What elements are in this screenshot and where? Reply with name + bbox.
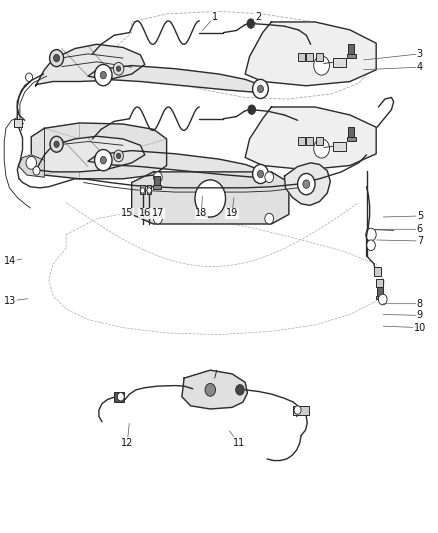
Bar	[297, 137, 304, 146]
Bar	[114, 392, 124, 402]
Polygon shape	[285, 163, 330, 205]
Circle shape	[54, 141, 59, 148]
Circle shape	[294, 406, 301, 414]
Polygon shape	[132, 172, 289, 224]
Bar	[293, 406, 308, 415]
Bar	[306, 137, 313, 146]
Text: 7: 7	[417, 236, 423, 246]
Circle shape	[100, 71, 106, 79]
Circle shape	[95, 150, 112, 171]
Text: 10: 10	[414, 322, 426, 333]
Circle shape	[113, 62, 124, 75]
Text: 4: 4	[417, 62, 423, 72]
Circle shape	[50, 136, 63, 152]
Circle shape	[258, 170, 264, 177]
Circle shape	[265, 172, 274, 182]
Text: 8: 8	[417, 298, 423, 309]
Bar	[348, 44, 354, 56]
Text: 16: 16	[139, 208, 151, 219]
Circle shape	[117, 392, 124, 401]
Bar	[297, 53, 304, 61]
Text: 5: 5	[417, 211, 423, 221]
Circle shape	[117, 66, 121, 71]
Bar	[141, 184, 145, 194]
Polygon shape	[35, 44, 145, 86]
Circle shape	[303, 180, 310, 188]
Circle shape	[49, 50, 64, 67]
Polygon shape	[31, 123, 166, 179]
Polygon shape	[88, 151, 263, 177]
Text: 2: 2	[255, 12, 261, 22]
Polygon shape	[182, 370, 247, 409]
Circle shape	[100, 157, 106, 164]
Bar	[154, 176, 160, 187]
Bar	[316, 53, 323, 61]
Circle shape	[367, 240, 375, 251]
Circle shape	[248, 105, 256, 115]
Circle shape	[33, 166, 40, 175]
Bar	[332, 58, 346, 67]
Circle shape	[297, 173, 315, 195]
Text: 15: 15	[121, 208, 134, 219]
Circle shape	[53, 54, 60, 62]
Circle shape	[26, 157, 36, 169]
Text: 11: 11	[233, 438, 245, 448]
Bar	[376, 279, 383, 287]
Circle shape	[25, 73, 32, 82]
Circle shape	[314, 56, 329, 75]
Polygon shape	[35, 136, 145, 172]
Bar	[374, 266, 381, 276]
Circle shape	[153, 172, 162, 182]
Text: 13: 13	[4, 296, 16, 306]
Bar	[14, 119, 21, 127]
Circle shape	[253, 79, 268, 99]
Circle shape	[265, 213, 274, 224]
Circle shape	[147, 188, 151, 193]
Bar	[316, 137, 323, 146]
Circle shape	[378, 294, 387, 305]
Circle shape	[366, 228, 376, 241]
Text: 17: 17	[152, 208, 164, 219]
Text: 9: 9	[417, 310, 423, 320]
Text: 14: 14	[4, 256, 16, 266]
Bar	[347, 54, 356, 58]
Bar	[332, 142, 346, 151]
Bar	[153, 185, 161, 189]
Circle shape	[205, 383, 215, 396]
Circle shape	[253, 165, 268, 183]
Text: 3: 3	[417, 49, 423, 59]
Polygon shape	[18, 155, 44, 177]
Bar	[306, 53, 313, 61]
Text: 6: 6	[417, 224, 423, 235]
Circle shape	[141, 188, 145, 193]
Text: 19: 19	[226, 208, 238, 219]
Polygon shape	[88, 66, 263, 92]
Text: 1: 1	[212, 12, 218, 22]
Circle shape	[247, 19, 255, 28]
Circle shape	[236, 384, 244, 395]
Bar	[376, 296, 384, 300]
Circle shape	[95, 64, 112, 86]
Bar	[347, 137, 356, 141]
Circle shape	[314, 139, 329, 158]
Bar	[377, 287, 383, 297]
Polygon shape	[245, 107, 376, 169]
Circle shape	[114, 150, 124, 162]
Polygon shape	[245, 22, 376, 86]
Circle shape	[153, 213, 162, 224]
Text: 18: 18	[195, 208, 208, 219]
Text: 12: 12	[121, 438, 134, 448]
Circle shape	[117, 154, 121, 159]
Circle shape	[258, 85, 264, 93]
Bar	[348, 127, 354, 139]
Bar	[147, 184, 151, 194]
Circle shape	[195, 180, 226, 217]
